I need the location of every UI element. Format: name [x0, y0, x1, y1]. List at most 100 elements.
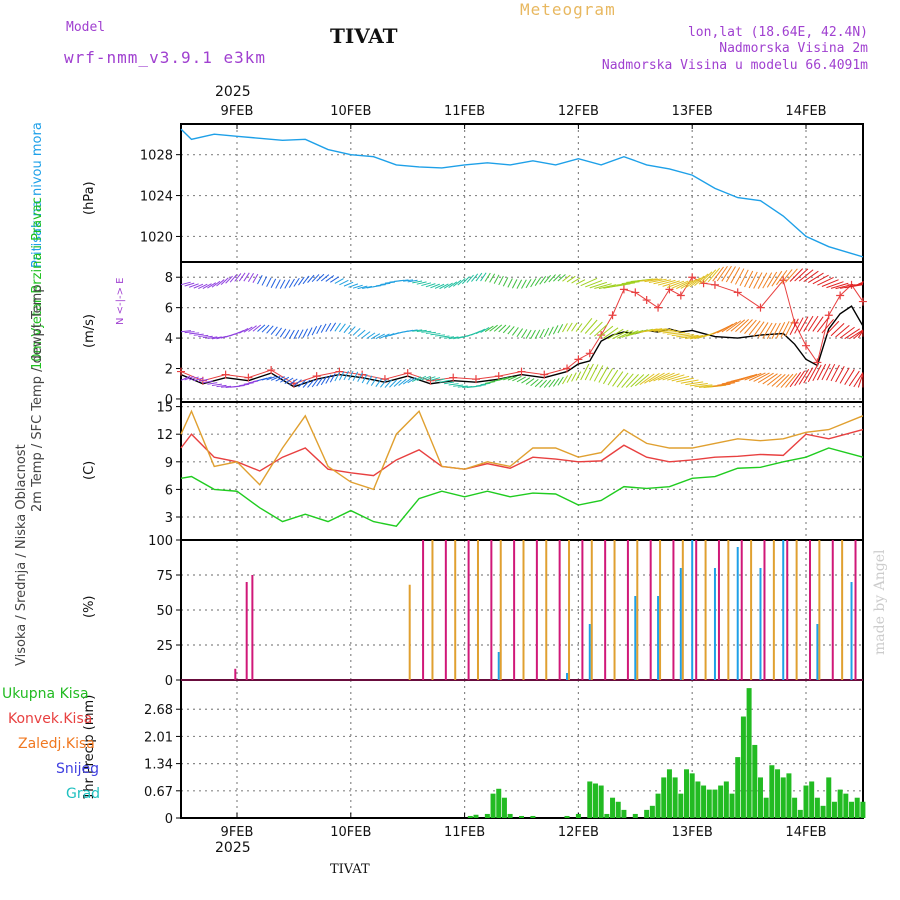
wind-barb [434, 334, 446, 337]
wind-barb [612, 283, 631, 287]
wind-barb [789, 371, 802, 388]
precip-bar [666, 769, 672, 818]
wind-barb [726, 320, 742, 332]
wind-barb [293, 379, 302, 387]
wind-barb [457, 278, 466, 286]
wind-barb [375, 378, 383, 387]
wind-barb [439, 335, 450, 338]
wind-barb [243, 272, 250, 282]
wind-barb [580, 277, 598, 287]
wind-barb [830, 322, 845, 337]
wind-barb [653, 328, 672, 332]
wind-barb [448, 281, 458, 288]
wind-barb [275, 279, 281, 289]
wind-barb [207, 282, 217, 289]
date-label-bottom: 9FEB [221, 825, 254, 840]
wind-barb [562, 375, 569, 385]
wind-barb [289, 378, 298, 386]
y-tick-label: 1020 [140, 230, 173, 245]
footer-station: TIVAT [330, 862, 370, 877]
wind-barb [311, 378, 319, 388]
precip-bar [701, 785, 707, 818]
wind-barb [671, 375, 690, 382]
precip-bar [587, 781, 593, 818]
precip-bar [814, 797, 820, 818]
precip-bar [854, 797, 860, 818]
wind-barb [539, 379, 547, 388]
y-tick-label: 2.01 [144, 730, 173, 745]
wind-barb [789, 318, 799, 335]
wind-barb [676, 377, 694, 383]
y-tick-label: 0 [165, 674, 173, 689]
wind-barb [830, 364, 840, 382]
wind-barb [621, 281, 640, 285]
wind-gust-marker [312, 372, 321, 381]
wind-barb [744, 319, 757, 334]
wind-barb [316, 377, 323, 387]
wind-barb [379, 379, 388, 388]
date-label-top: 12FEB [558, 104, 599, 119]
date-label-bottom: 14FEB [785, 825, 826, 840]
wind-barb [261, 324, 270, 333]
date-label-top: 10FEB [330, 104, 371, 119]
wind-barb [375, 333, 385, 340]
wind-barb [211, 336, 222, 340]
wind-barb [552, 325, 559, 335]
wind-barb [198, 283, 208, 290]
wind-barb [421, 375, 431, 381]
wind-barb [484, 272, 491, 282]
wind-barb [598, 366, 609, 383]
wind-barb [480, 272, 487, 282]
precip-bar [564, 815, 570, 818]
wind-barb [657, 372, 675, 381]
precip-bar [849, 801, 855, 818]
wind-barb [839, 367, 850, 384]
wind-barb [252, 324, 262, 332]
wind-barb [498, 324, 507, 333]
precip-bar [718, 785, 724, 818]
wind-barb [835, 366, 845, 383]
wind-barb [416, 329, 427, 333]
wind-barb [603, 327, 619, 339]
wind-barb [284, 377, 294, 384]
wind-barb [662, 330, 681, 334]
wind-barb [571, 322, 578, 332]
wind-barb [689, 383, 708, 387]
wind-barb [261, 376, 272, 381]
precip-bar [797, 809, 803, 818]
y-tick-label: 25 [156, 639, 173, 654]
wind-gust-marker [244, 373, 253, 382]
wind-barb [320, 376, 327, 386]
wind-barb [484, 381, 496, 384]
wind-barb [744, 270, 754, 288]
wind-barb [603, 368, 614, 385]
wind-barb [584, 363, 594, 381]
wind-barb [412, 280, 423, 284]
wind-barb [243, 326, 253, 333]
wind-barb [444, 336, 455, 339]
wind-barb [676, 334, 695, 338]
wind-barb [771, 270, 783, 287]
wind-barb [475, 384, 486, 387]
wind-barb [826, 363, 836, 381]
wind-barb [279, 376, 290, 383]
wind-barb [585, 279, 603, 288]
wind-barb [184, 282, 195, 287]
wind-barb [821, 363, 831, 381]
y-tick-label: 1.34 [144, 758, 173, 773]
wind-barb [180, 330, 191, 333]
wind-barb [584, 319, 598, 334]
wind-barb [434, 283, 445, 289]
wind-barb [712, 383, 731, 387]
precip-bar [490, 793, 496, 818]
wind-barb [848, 329, 864, 340]
y-tick-label: 3 [165, 511, 173, 526]
wind-barb [716, 323, 734, 334]
wind-barb [689, 275, 705, 288]
wind-barb [798, 316, 809, 333]
wind-barb [762, 272, 773, 289]
wind-barb [288, 329, 295, 339]
legend-conv-rain: Konvek.Kisa [8, 711, 93, 727]
precip-bar [575, 813, 581, 818]
wind-barb [644, 278, 663, 283]
